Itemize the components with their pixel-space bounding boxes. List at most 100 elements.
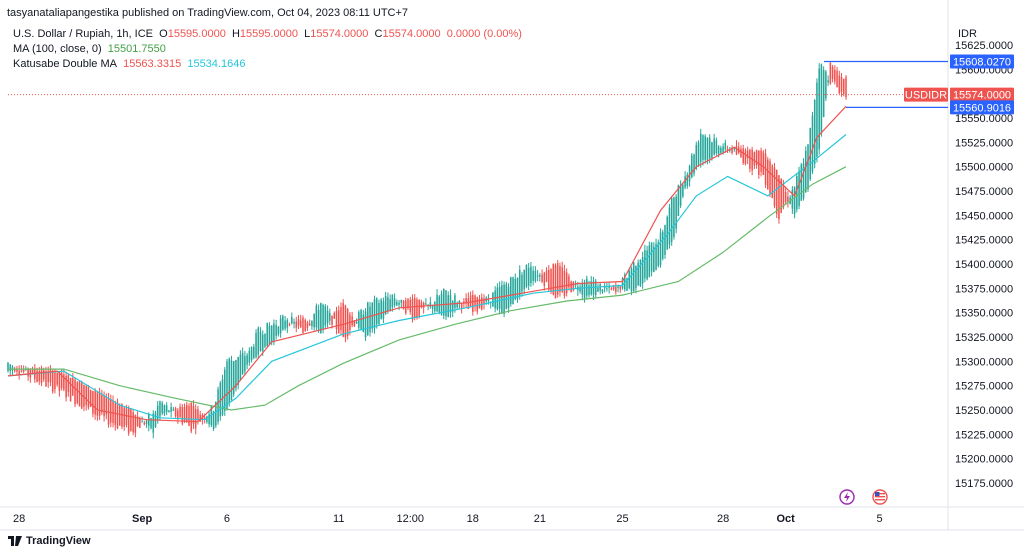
y-tick-label: 15300.0000: [955, 356, 1013, 368]
candle-body: [152, 413, 155, 433]
candle-body: [237, 356, 239, 385]
candle-body: [69, 378, 72, 402]
candle-body: [615, 286, 617, 293]
currency-label[interactable]: IDR: [958, 28, 977, 40]
candle-body: [36, 370, 38, 382]
candle-body: [679, 185, 682, 206]
candle-body: [492, 292, 494, 307]
candle-body: [478, 299, 481, 309]
candle-body: [85, 386, 87, 406]
candle-body: [775, 169, 778, 214]
candle-body: [360, 309, 362, 330]
candle-body: [16, 369, 18, 372]
candle-body: [286, 319, 289, 328]
candle-body: [635, 265, 637, 289]
candle-body: [407, 298, 409, 309]
candle-body: [594, 280, 597, 296]
candle-body: [820, 64, 823, 134]
candle-body: [487, 299, 490, 302]
candle-body: [232, 361, 235, 395]
candle-body: [241, 352, 244, 374]
candle-body: [556, 263, 559, 295]
y-tick-label: 15450.0000: [955, 210, 1013, 222]
candle-body: [541, 274, 543, 282]
candle-body: [673, 197, 675, 238]
dma-label: Katusabe Double MA: [13, 58, 117, 70]
legend-dma-row[interactable]: Katusabe Double MA 15563.3315 15534.1646: [13, 57, 522, 72]
candle-body: [751, 149, 753, 171]
candle-body: [650, 242, 653, 272]
y-tick-label: 15425.0000: [955, 235, 1013, 247]
candle-body: [228, 358, 231, 403]
candle-body: [337, 310, 340, 333]
candle-body: [7, 362, 9, 372]
candle-body: [534, 270, 537, 282]
candle-body: [816, 82, 818, 157]
candle-body: [668, 207, 671, 245]
candle-body: [387, 297, 389, 312]
price-axis[interactable]: 15625.000015600.000015575.000015550.0000…: [955, 40, 1013, 490]
candle-body: [150, 418, 152, 429]
candle-body: [127, 407, 130, 434]
candle-body: [561, 267, 563, 292]
chart-legend: U.S. Dollar / Rupiah, 1h, ICE O15595.000…: [13, 27, 522, 72]
candle-body: [630, 268, 633, 292]
candle-body: [778, 175, 780, 220]
candle-body: [637, 262, 639, 286]
candle-body: [827, 80, 829, 83]
candle-body: [554, 265, 557, 299]
candle-body: [51, 371, 54, 392]
candle-body: [429, 302, 432, 307]
candle-body: [183, 406, 186, 422]
candle-body: [308, 323, 311, 326]
candle-body: [699, 133, 702, 162]
candle-body: [60, 372, 63, 388]
lightning-icon[interactable]: [839, 489, 855, 505]
candle-body: [273, 323, 275, 342]
candle-body: [221, 379, 224, 415]
candle-body: [628, 271, 631, 289]
tradingview-logo[interactable]: TradingView: [8, 535, 91, 547]
candle-body: [110, 398, 112, 423]
candle-body: [431, 305, 434, 309]
candle-body: [78, 381, 81, 407]
candle-body: [465, 298, 467, 304]
candle-body: [80, 382, 83, 409]
y-tick-label: 15225.0000: [955, 429, 1013, 441]
us-flag-icon[interactable]: [872, 489, 888, 505]
candle-body: [116, 402, 119, 429]
x-tick-label: 28: [13, 513, 25, 525]
candle-body: [413, 298, 416, 318]
symbol-title[interactable]: U.S. Dollar / Rupiah, 1h, ICE: [13, 28, 154, 40]
candle-body: [197, 409, 199, 420]
candle-body: [380, 299, 382, 319]
candle-body: [315, 305, 318, 328]
candle-body: [686, 174, 689, 186]
candle-body: [548, 269, 550, 290]
candle-body: [248, 350, 251, 363]
candle-body: [311, 320, 313, 327]
candle-body: [733, 148, 736, 150]
candle-body: [771, 165, 774, 199]
candle-body: [264, 333, 266, 347]
candle-body: [572, 281, 575, 291]
candle-body: [393, 298, 396, 306]
candle-body: [796, 176, 798, 210]
candle-body: [320, 303, 322, 334]
candle-body: [720, 147, 722, 153]
ma-value: 15501.7550: [107, 43, 166, 55]
candle-body: [749, 149, 751, 169]
candle-body: [711, 142, 713, 159]
time-axis[interactable]: 28 Sep 6 11 12:00 18 21 25 28 Oct 5: [13, 513, 883, 525]
candle-body: [250, 346, 253, 360]
candle-body: [199, 414, 201, 422]
candle-body: [353, 320, 356, 327]
candle-body: [675, 196, 677, 229]
candle-body: [47, 371, 50, 383]
legend-ma-row[interactable]: MA (100, close, 0) 15501.7550: [13, 42, 522, 57]
candle-body: [89, 390, 92, 407]
candle-body: [174, 408, 177, 417]
candle-body: [677, 185, 680, 217]
candle-body: [329, 312, 331, 321]
